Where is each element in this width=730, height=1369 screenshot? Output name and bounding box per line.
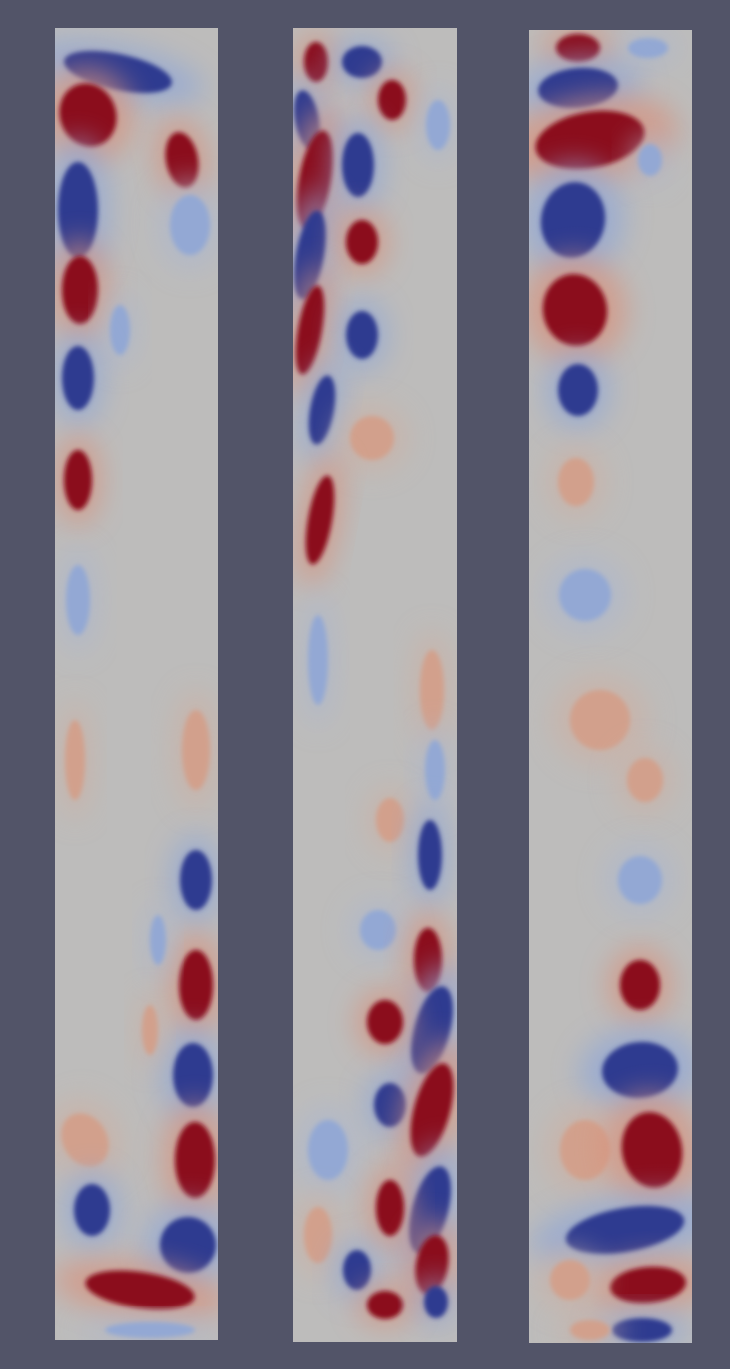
field-blob: [618, 856, 662, 904]
field-blob: [66, 565, 90, 635]
field-blob: [308, 1120, 348, 1180]
field-blob: [424, 1286, 448, 1318]
field-blob: [304, 42, 328, 82]
field-blob: [350, 416, 394, 460]
field-blob: [378, 80, 406, 120]
field-blob: [304, 1207, 332, 1263]
field-blob: [360, 910, 396, 950]
field-blob: [110, 305, 130, 355]
field-blob: [420, 650, 444, 730]
panel-middle: [276, 28, 478, 1342]
page: (() => { const NS = 'http://www.w3.org/2…: [0, 0, 730, 1369]
field-blob: [180, 850, 212, 910]
field-blob: [308, 615, 328, 705]
field-blob: [376, 1180, 404, 1236]
field-blob: [560, 1120, 610, 1180]
field-blob: [343, 1250, 371, 1290]
field-blob: [367, 1291, 403, 1319]
field-blob: [426, 100, 450, 150]
field-blob: [620, 960, 660, 1010]
field-blob: [175, 1122, 215, 1198]
field-blob: [346, 311, 378, 359]
field-blob: [570, 1320, 610, 1340]
panel-left: [26, 27, 244, 1342]
field-blob: [179, 950, 213, 1020]
field-blob: [342, 46, 382, 78]
field-blob: [65, 720, 85, 800]
field-blob: [74, 1184, 110, 1236]
field-blob: [627, 758, 663, 802]
field-blob: [570, 690, 630, 750]
field-blob: [142, 1005, 158, 1055]
field-blob: [62, 256, 98, 324]
field-blob: [425, 740, 445, 800]
field-blob: [559, 569, 611, 621]
field-blob: [105, 1322, 195, 1338]
field-blob: [170, 195, 210, 255]
field-blob: [64, 450, 92, 510]
field-blob: [150, 915, 166, 965]
field-blob: [558, 364, 598, 416]
field-blob: [62, 346, 94, 410]
field-blob: [367, 1000, 403, 1044]
field-blob: [418, 820, 442, 890]
field-blob: [550, 1260, 590, 1300]
panel-right: [496, 27, 725, 1348]
field-blob: [638, 144, 662, 176]
field-blob: [346, 220, 378, 264]
field-blob: [182, 710, 210, 790]
render-view: [0, 0, 730, 1369]
field-blob: [173, 1043, 213, 1107]
field-blob: [342, 133, 374, 197]
field-blob: [376, 798, 404, 842]
field-blob: [628, 38, 668, 58]
field-blob: [558, 458, 594, 506]
